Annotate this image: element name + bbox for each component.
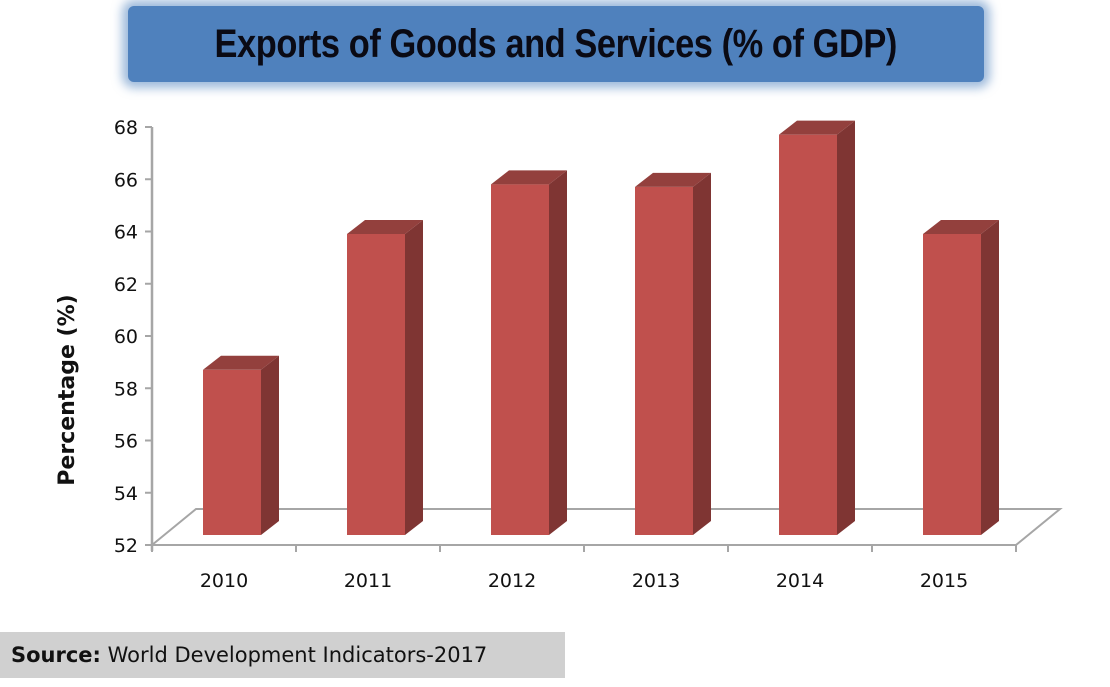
y-axis: [145, 126, 1017, 552]
bar-front: [491, 184, 549, 535]
source-value: World Development Indicators-2017: [100, 643, 488, 667]
bar-front: [635, 186, 693, 536]
bar-front: [779, 134, 837, 536]
x-tick-label: 2011: [344, 570, 392, 592]
bar-front: [923, 233, 981, 535]
bar-top: [779, 120, 855, 135]
y-tick-label: 56: [114, 431, 138, 453]
y-axis-title: Percentage (%): [55, 294, 80, 485]
source-label: Source:: [11, 643, 101, 667]
bar-top: [923, 219, 999, 234]
bar-top: [203, 355, 279, 370]
bar-side: [549, 170, 567, 535]
y-tick-label: 68: [114, 117, 138, 139]
x-tick-label: 2010: [200, 570, 248, 592]
bar-side: [981, 219, 999, 535]
bar-front: [203, 369, 261, 535]
x-tick-labels: 2010 2011 2012 2013 2014 2015: [200, 570, 968, 592]
y-tick-label: 54: [114, 483, 138, 505]
x-tick-label: 2013: [632, 570, 680, 592]
y-tick-label: 62: [114, 274, 138, 296]
y-tick-label: 64: [114, 222, 138, 244]
y-tick-label: 58: [114, 378, 138, 400]
y-tick-label: 52: [114, 535, 138, 557]
chart-title-box: Exports of Goods and Services (% of GDP): [128, 6, 984, 82]
x-tick-label: 2015: [920, 570, 968, 592]
bar-side: [405, 219, 423, 535]
y-tick-label: 66: [114, 169, 138, 191]
y-tick-label: 60: [114, 326, 138, 348]
bar-side: [837, 120, 855, 536]
bar-top: [491, 170, 567, 185]
source-text: Source: World Development Indicators-201…: [0, 643, 487, 667]
y-tick-labels: 52 54 56 58 60 62 64 66 68: [114, 117, 138, 557]
bar-top: [635, 172, 711, 187]
bar-front: [347, 233, 405, 535]
x-tick-label: 2012: [488, 570, 536, 592]
bar-top: [347, 219, 423, 234]
source-note: Source: World Development Indicators-201…: [0, 632, 565, 678]
bars: [203, 120, 999, 536]
chart-title: Exports of Goods and Services (% of GDP): [214, 21, 898, 66]
bar-side: [693, 172, 711, 536]
bar-side: [261, 355, 279, 535]
x-tick-label: 2014: [776, 570, 824, 592]
